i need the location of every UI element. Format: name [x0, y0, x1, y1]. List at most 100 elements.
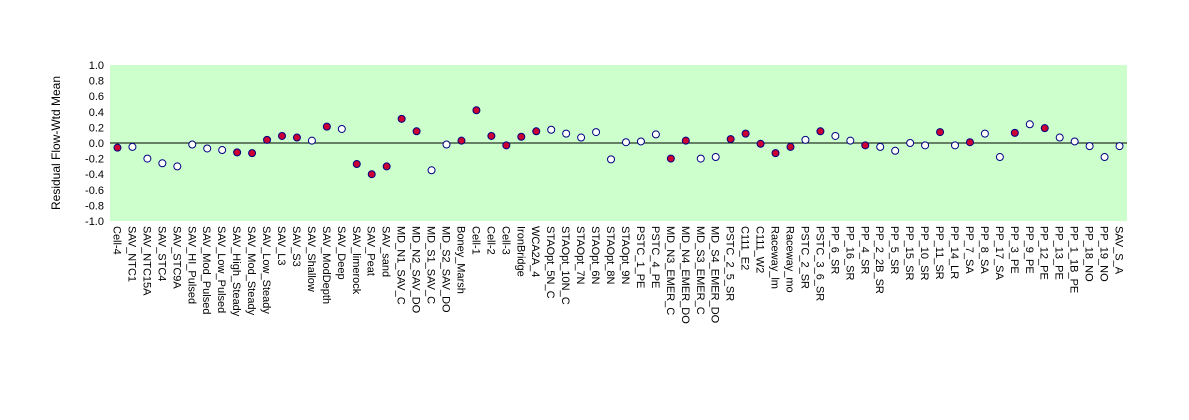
- data-point: [382, 162, 391, 171]
- x-tick-label: SAV_limerock: [350, 226, 362, 295]
- data-point: [577, 133, 586, 142]
- data-point: [218, 146, 227, 155]
- y-tick-label: -0.8: [85, 200, 104, 212]
- data-point: [158, 159, 167, 168]
- data-point: [666, 154, 675, 163]
- data-point: [906, 139, 915, 147]
- data-point: [397, 114, 406, 123]
- x-tick-label: SAV_STC9A: [170, 226, 182, 289]
- x-tick-label: STAOpt_7N: [574, 226, 586, 285]
- y-tick-label: 0.2: [89, 122, 104, 134]
- data-point: [965, 138, 974, 147]
- y-tick-label: -0.2: [85, 154, 104, 166]
- data-point: [173, 162, 182, 171]
- data-point: [696, 154, 705, 163]
- x-tick-label: WCA2A_4: [529, 226, 541, 277]
- data-point: [472, 106, 481, 115]
- data-point: [876, 142, 885, 151]
- x-tick-label: SAV_S3: [290, 226, 302, 267]
- x-tick-label: SAV_Low_Steady: [260, 226, 272, 314]
- x-tick-label: MD_S2_SAV_DO: [440, 226, 452, 313]
- data-point: [621, 138, 630, 147]
- data-point: [801, 135, 810, 144]
- data-point: [128, 142, 137, 151]
- x-tick-label: PP_2_2B_SR: [873, 226, 885, 294]
- x-tick-label: SAV_Deep: [335, 226, 347, 280]
- x-tick-label: Cell-1: [469, 226, 481, 255]
- data-point: [277, 131, 286, 140]
- data-point: [263, 135, 272, 144]
- x-tick-label: PSTC_4_PE: [649, 226, 661, 288]
- x-tick-label: PP_1_1B_PE: [1068, 226, 1080, 293]
- x-tick-label: STAOpt_8N: [604, 226, 616, 285]
- data-point: [502, 141, 511, 150]
- x-tick-label: MD_S4_EMER_DO: [709, 226, 721, 324]
- data-point: [980, 129, 989, 138]
- data-point: [1055, 133, 1064, 142]
- data-point: [367, 170, 376, 179]
- data-point: [592, 128, 601, 137]
- data-point: [1010, 128, 1019, 137]
- data-point: [1025, 120, 1034, 129]
- data-point: [786, 142, 795, 151]
- data-point: [457, 136, 466, 145]
- x-tick-label: PP_10_SR: [918, 226, 930, 280]
- data-point: [995, 153, 1004, 162]
- y-tick-label: 0.0: [89, 138, 104, 150]
- y-tick-label: -0.6: [85, 185, 104, 197]
- data-point: [756, 139, 765, 148]
- x-tick-label: PP_18_NO: [1083, 226, 1095, 282]
- x-tick-label: PP_12_PE: [1038, 226, 1050, 280]
- x-tick-label: Boney_Marsh: [454, 226, 466, 294]
- data-point: [352, 160, 361, 169]
- data-point: [681, 136, 690, 145]
- x-tick-label: PP_4_SR: [858, 226, 870, 274]
- x-tick-label: Raceway_mo: [783, 226, 795, 293]
- y-tick-label: -1.0: [85, 216, 104, 228]
- x-tick-label: Cell-3: [499, 226, 511, 255]
- data-point: [891, 146, 900, 155]
- data-point: [951, 141, 960, 150]
- y-axis: 1.0 0.8 0.6 0.4 0.2 0.0 -0.2 -0.4 -0.6 -0.8 -1.0: [85, 60, 104, 228]
- x-tick-label: PP_11_SR: [933, 226, 945, 280]
- x-tick-label: PSTC_2_SR: [798, 226, 810, 289]
- x-tick-label: Cell-4: [110, 226, 122, 255]
- x-tick-label: PSTC_2_5_SR: [724, 226, 736, 301]
- x-tick-label: C111_E2: [739, 226, 751, 270]
- data-point: [517, 132, 526, 141]
- x-tick-label: PP_19_NO: [1098, 226, 1110, 282]
- data-point: [412, 127, 421, 136]
- x-tick-label: MD_N2_SAV_DO: [410, 226, 422, 314]
- x-tick-label: MD_S1_SAV_C: [425, 226, 437, 304]
- y-tick-label: 0.8: [89, 76, 104, 88]
- data-point: [651, 130, 660, 139]
- data-points: [113, 106, 1124, 179]
- data-point: [816, 127, 825, 136]
- data-point: [831, 131, 840, 140]
- x-tick-label: SAV_sand: [380, 226, 392, 277]
- x-tick-label: STAOpt_9N: [619, 226, 631, 285]
- x-tick-label: PSTC_1_PE: [634, 226, 646, 288]
- data-point: [711, 153, 720, 162]
- x-tick-label: SAV_Mod_Steady: [245, 226, 257, 316]
- x-tick-label: SAV_Shallow: [305, 226, 317, 292]
- data-point: [1115, 142, 1124, 151]
- x-tick-label: STAOpt_5N_C: [544, 226, 556, 299]
- x-tick-label: PP_13_PE: [1053, 226, 1065, 280]
- x-tick-label: PP_14_LR: [948, 226, 960, 279]
- data-point: [143, 154, 152, 163]
- x-tick-label: PP_16_SR: [843, 226, 855, 280]
- x-tick-label: SAV_STC4: [155, 226, 167, 281]
- data-point: [292, 133, 301, 142]
- y-tick-label: 0.6: [89, 91, 104, 103]
- data-point: [337, 124, 346, 133]
- x-axis: Cell-4 SAV_NTC1 SAV_NTC15A SAV_STC4 SAV_STC9…: [110, 226, 1124, 324]
- x-tick-label: SAV_S_A: [1113, 226, 1125, 275]
- data-point: [113, 143, 122, 152]
- x-tick-label: PP_15_SR: [903, 226, 915, 280]
- x-tick-label: PP_8_SA: [978, 226, 990, 274]
- x-tick-label: MD_N4_EMER_DO: [679, 226, 691, 324]
- data-point: [1040, 124, 1049, 133]
- x-tick-label: MD_N3_EMER_C: [664, 226, 676, 315]
